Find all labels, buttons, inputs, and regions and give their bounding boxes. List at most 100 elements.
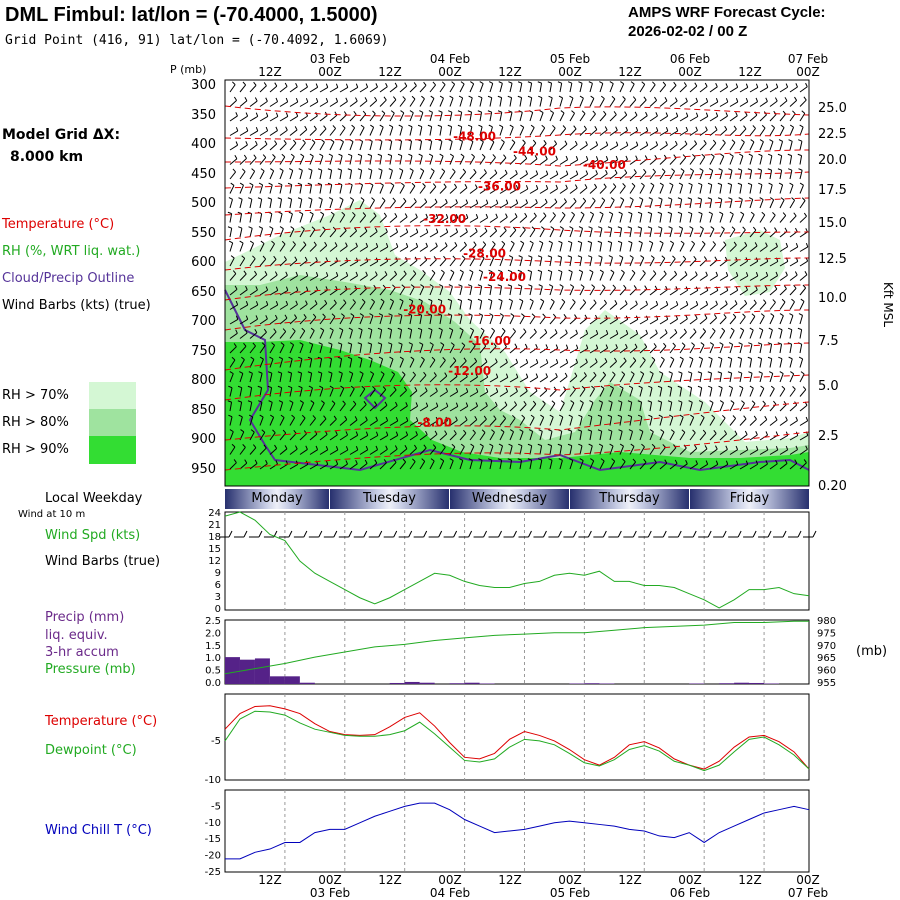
wind-barb-flag <box>527 443 532 447</box>
wind-barb <box>279 243 286 252</box>
wind-barb-flag <box>242 444 246 448</box>
wind-barb <box>629 360 637 368</box>
wind-barb <box>799 185 804 194</box>
wind-barb-flag <box>480 255 485 259</box>
wind-barb-flag <box>307 182 312 186</box>
wind-barb-flag <box>427 124 432 128</box>
wind-barb-flag <box>615 141 619 146</box>
wind-barb <box>239 416 243 426</box>
wind-barb <box>609 431 613 441</box>
wind-barb <box>679 289 688 296</box>
wind-barb <box>299 433 307 441</box>
wind-barb <box>239 213 243 223</box>
wind-barb <box>469 345 476 354</box>
wind-barb-flag <box>510 313 515 317</box>
wind-barb <box>569 159 578 165</box>
wind-barb-flag <box>723 313 727 318</box>
wind-barb-flag <box>430 168 435 172</box>
wind-barb-flag <box>731 139 736 143</box>
wind-barb-flag <box>643 96 647 101</box>
wind-barb-flag <box>588 81 593 84</box>
precip-bar <box>719 683 735 684</box>
wind-barb <box>789 86 798 93</box>
wind-barb-flag <box>275 460 278 465</box>
wind-barb <box>469 300 473 310</box>
wind-barb-flag <box>488 269 493 273</box>
wind-barb-flag <box>725 98 729 103</box>
wind-barb <box>259 130 268 136</box>
wind-barb <box>609 213 614 223</box>
wind-barb-flag <box>605 169 608 174</box>
wind-barb <box>559 460 563 470</box>
pressure-tick: 350 <box>191 108 216 123</box>
wind-barb-flag <box>355 431 359 436</box>
wind-barb <box>369 373 375 383</box>
wind-barb <box>369 127 375 136</box>
wind-barb <box>529 215 537 223</box>
surface-wind-barb-flag <box>617 530 622 538</box>
wind-barb-flag <box>764 415 768 420</box>
wind-barb <box>329 373 333 383</box>
wind-barb <box>699 448 708 455</box>
wind-barb <box>309 275 319 281</box>
wind-barb <box>759 101 768 107</box>
legend-temperature: Temperature (°C) <box>2 217 115 232</box>
wind-barb <box>489 126 493 136</box>
wind-barb-flag <box>447 124 452 128</box>
wind-barb-flag <box>263 82 267 87</box>
wind-barb-flag <box>277 385 282 389</box>
wind-barb <box>459 286 463 296</box>
wind-barb <box>319 387 324 397</box>
wind-barb-flag <box>237 211 242 215</box>
wind-barb <box>399 434 408 441</box>
wind-barb <box>679 116 689 122</box>
wind-barb <box>779 404 787 412</box>
wind-barb <box>289 387 293 397</box>
wind-barb <box>779 246 788 252</box>
wind-barb <box>769 261 779 267</box>
wind-barb <box>339 434 348 441</box>
wind-barb-flag <box>428 327 433 331</box>
wind-barb-flag <box>540 298 545 302</box>
rh90-swatch <box>89 436 136 464</box>
wind-barb <box>639 257 645 267</box>
wind-barb-flag <box>463 429 467 434</box>
wind-barb <box>649 416 653 426</box>
wind-barb <box>379 329 383 339</box>
wind-barb-flag <box>635 141 639 146</box>
wind-barb <box>429 84 436 93</box>
wind-barb <box>679 199 683 209</box>
wind-barb-flag <box>652 81 656 86</box>
wind-barb <box>329 128 336 136</box>
wind-barb-flag <box>352 400 357 405</box>
rh70-swatch <box>89 382 136 409</box>
wind-barb-flag <box>394 445 398 450</box>
wind-barb <box>609 173 618 180</box>
wind-barb-flag <box>691 240 695 245</box>
wind-barb-flag <box>374 459 378 464</box>
wind-barb-flag <box>761 211 766 216</box>
wind-barb-flag <box>767 153 773 157</box>
wind-barb <box>329 418 337 426</box>
wind-barb-flag <box>444 372 448 377</box>
precip-liq-label: liq. equiv. <box>45 628 108 643</box>
profile-panel-frame <box>224 79 810 487</box>
wind-barb-flag <box>547 255 552 258</box>
wind-barb-flag <box>519 298 524 302</box>
wind-barb-flag <box>637 414 643 418</box>
wind-barb-flag <box>254 270 258 275</box>
wind-barb <box>659 431 665 441</box>
wind-barb <box>739 155 744 165</box>
wind-barb-flag <box>463 241 467 246</box>
wind-barb <box>469 83 475 93</box>
wind-barb <box>799 435 809 441</box>
wind-barb-flag <box>735 445 739 450</box>
wind-barb-flag <box>388 124 393 128</box>
wind-barb <box>439 217 449 223</box>
wind-barb-flag <box>748 153 753 157</box>
wind-barb-flag <box>709 342 714 346</box>
wind-barb-flag <box>232 270 237 274</box>
wind-barb-flag <box>705 97 709 103</box>
wind-barb <box>789 435 799 441</box>
wind-barb-flag <box>567 240 573 244</box>
